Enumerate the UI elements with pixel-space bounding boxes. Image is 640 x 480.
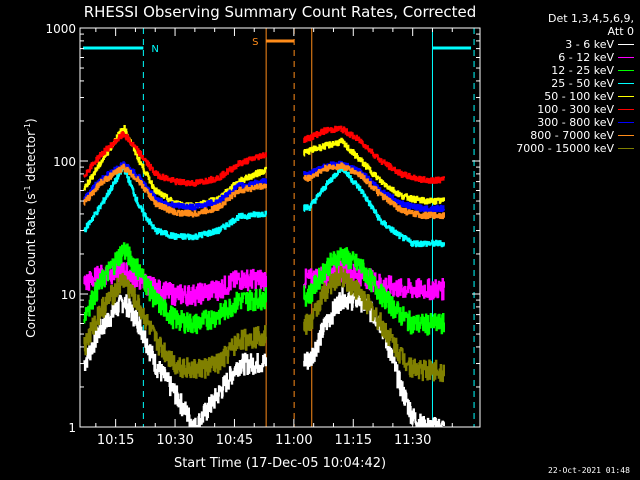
legend-swatch xyxy=(618,148,634,149)
x-tick-label: 10:30 xyxy=(156,433,193,448)
ylabel-sup-1: -1 xyxy=(23,185,32,193)
legend-item-label: 7000 - 15000 keV xyxy=(516,142,614,155)
series-line-12-25-kev xyxy=(303,247,445,336)
x-tick-label: 10:45 xyxy=(216,433,253,448)
x-tick-label: 11:15 xyxy=(335,433,372,448)
y-tick-label: 1000 xyxy=(45,22,76,36)
ylabel-part-1: Corrected Count Rate (s xyxy=(24,193,38,337)
legend-swatch xyxy=(618,57,634,58)
chart-title: RHESSI Observing Summary Count Rates, Co… xyxy=(84,3,477,21)
legend-item: 300 - 800 keV xyxy=(484,116,634,129)
legend-item-label: 800 - 7000 keV xyxy=(530,129,614,142)
legend-swatch xyxy=(618,109,634,110)
legend-item-label: 3 - 6 keV xyxy=(565,38,614,51)
legend-item-label: 50 - 100 keV xyxy=(544,90,614,103)
y-tick-label: 10 xyxy=(61,288,76,302)
ylabel-part-2: detector xyxy=(24,131,38,186)
saa-label: S xyxy=(252,37,258,48)
legend-item: 25 - 50 keV xyxy=(484,77,634,90)
legend-item: 6 - 12 keV xyxy=(484,51,634,64)
chart-marks: NS xyxy=(79,28,475,427)
x-tick-label: 11:30 xyxy=(394,433,431,448)
legend-item-label: 25 - 50 keV xyxy=(551,77,614,90)
legend-swatch xyxy=(618,83,634,84)
series-line-3-6-kev xyxy=(83,294,267,427)
series-line-7000-15000-kev xyxy=(83,272,267,379)
legend-swatch xyxy=(618,135,634,136)
x-tick-label: 11:00 xyxy=(275,433,312,448)
legend: Det 1,3,4,5,6,9, Att 0 3 - 6 keV 6 - 12 k… xyxy=(484,12,634,155)
series-line-12-25-kev xyxy=(83,242,267,335)
series-line-25-50-kev xyxy=(303,164,445,248)
legend-item-label: 12 - 25 keV xyxy=(551,64,614,77)
legend-swatch xyxy=(618,96,634,97)
series-line-25-50-kev xyxy=(83,166,267,241)
series-line-100-300-kev xyxy=(83,131,267,187)
plot-frame xyxy=(79,27,481,428)
y-tick-label: 1 xyxy=(68,421,76,435)
series-line-3-6-kev xyxy=(303,286,445,427)
series-line-800-7000-kev xyxy=(303,162,445,220)
legend-swatch xyxy=(618,44,634,45)
legend-item-label: 100 - 300 keV xyxy=(537,103,614,116)
night-label: N xyxy=(151,44,158,55)
series-line-6-12-kev xyxy=(83,261,267,307)
series-line-7000-15000-kev xyxy=(303,266,445,383)
legend-header-detectors: Det 1,3,4,5,6,9, xyxy=(547,12,634,25)
ylabel-part-3: ) xyxy=(24,118,38,123)
x-axis-label: Start Time (17-Dec-05 10:04:42) xyxy=(174,456,386,471)
legend-item: 50 - 100 keV xyxy=(484,90,634,103)
series-line-100-300-kev xyxy=(303,125,445,184)
timestamp: 22-Oct-2021 01:48 xyxy=(548,466,630,475)
legend-item: 800 - 7000 keV xyxy=(484,129,634,142)
legend-swatch xyxy=(618,122,634,123)
x-axis: 10:15 10:30 10:45 11:00 11:15 11:30 xyxy=(95,28,453,448)
legend-item-label: 300 - 800 keV xyxy=(537,116,614,129)
y-axis: 1 10 100 1000 xyxy=(45,22,480,435)
series-line-50-100-kev xyxy=(83,125,267,210)
legend-item-label: 6 - 12 keV xyxy=(558,51,614,64)
series-line-50-100-kev xyxy=(303,137,445,205)
legend-swatch xyxy=(618,70,634,71)
x-tick-label: 10:15 xyxy=(97,433,134,448)
legend-item: 3 - 6 keV xyxy=(484,38,634,51)
ylabel-sup-2: -1 xyxy=(23,123,32,131)
legend-item: 100 - 300 keV xyxy=(484,103,634,116)
y-tick-label: 100 xyxy=(53,155,76,169)
series-line-300-800-kev xyxy=(303,160,445,213)
series-line-800-7000-kev xyxy=(83,163,267,218)
legend-item: 12 - 25 keV xyxy=(484,64,634,77)
legend-item: 7000 - 15000 keV xyxy=(484,142,634,155)
legend-header-attenuator: Att 0 xyxy=(607,25,634,38)
y-axis-label: Corrected Count Rate (s-1 detector-1) xyxy=(23,118,38,337)
